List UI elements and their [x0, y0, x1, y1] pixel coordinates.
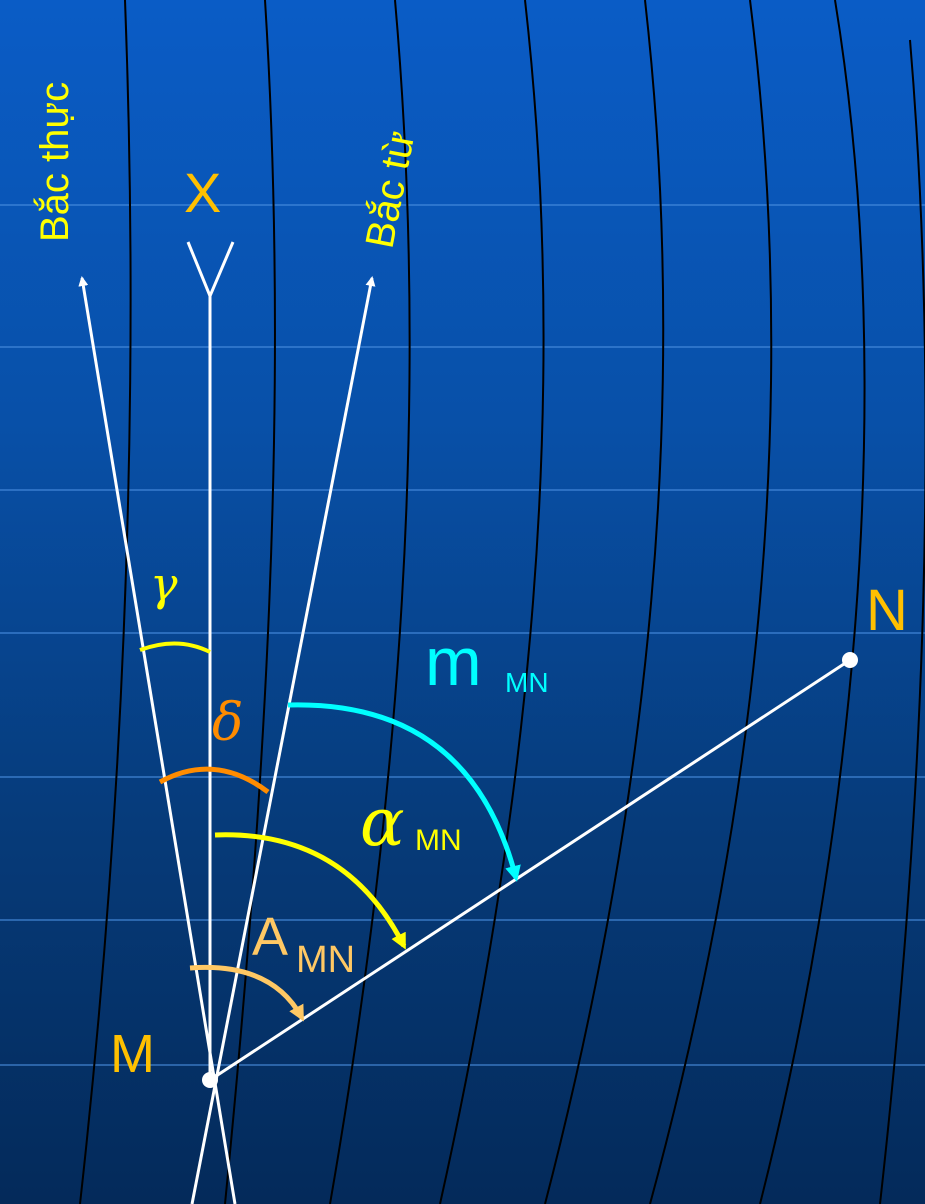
a-mn-label: A MN: [252, 907, 355, 981]
a-main: A: [252, 907, 288, 967]
horizontal-grid-lines: [0, 204, 925, 1066]
delta-label: δ: [212, 693, 243, 753]
x-axis-label: X: [184, 161, 221, 224]
m-mn-sub: MN: [505, 667, 549, 698]
m-mn-arrow: [287, 702, 521, 882]
point-n-dot: [842, 652, 858, 668]
delta-arc: [158, 766, 270, 794]
alpha-arrow: [214, 832, 407, 950]
bac-tu-label: Bắc từ: [357, 127, 424, 251]
direction-lines: [78, 241, 851, 1204]
alpha-sub: MN: [415, 824, 462, 857]
point-n-label: N: [866, 578, 908, 643]
magnetic-north-line: [190, 276, 376, 1204]
alpha-main: α: [360, 784, 405, 861]
a-mn-arrow: [189, 964, 305, 1022]
segment-mn: [209, 658, 851, 1082]
bac-thuc-label: Bắc thực: [32, 82, 77, 242]
curved-contour-lines: [79, 0, 925, 1204]
x-axis-fork: [186, 241, 235, 300]
gamma-arc: [139, 641, 211, 654]
m-mn-main: m: [425, 624, 482, 700]
point-m-label: M: [110, 1024, 155, 1084]
a-sub: MN: [296, 939, 355, 981]
point-m-dot: [202, 1072, 218, 1088]
m-mn-label: m MN: [425, 624, 549, 700]
alpha-mn-label: α MN: [360, 784, 462, 861]
gamma-label: γ: [150, 557, 178, 611]
